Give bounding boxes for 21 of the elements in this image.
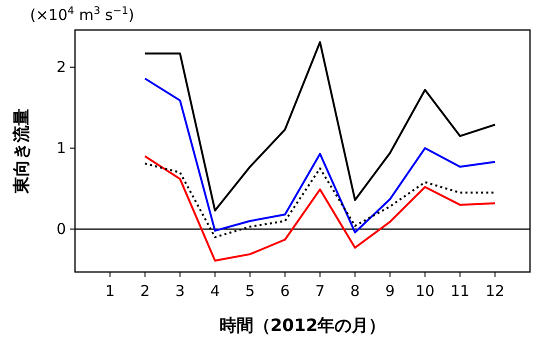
x-tick-label: 12: [485, 282, 505, 300]
x-tick-label: 7: [315, 282, 325, 300]
x-tick-label: 2: [140, 282, 150, 300]
x-tick-label: 10: [415, 282, 435, 300]
y-tick-label: 2: [56, 58, 66, 76]
y-tick-label: 0: [56, 220, 66, 238]
y-axis-title: 東向き流量: [12, 108, 32, 194]
line-series: [144, 41, 496, 212]
x-tick-label: 6: [280, 282, 290, 300]
x-tick-label: 5: [245, 282, 255, 300]
x-tick-label: 9: [385, 282, 395, 300]
x-tick-label: 1: [105, 282, 115, 300]
text: (×10$^{4}$ m$^{3}$ s$^{−1}$): [30, 5, 134, 24]
x-tick-label: 11: [450, 282, 470, 300]
x-tick-label: 4: [210, 282, 220, 300]
x-axis-title: 時間（2012年の月）: [219, 316, 386, 336]
x-tick-label: 8: [350, 282, 360, 300]
y-tick-label: 1: [56, 139, 66, 158]
line-series: [144, 155, 496, 262]
line-series: [144, 78, 496, 234]
x-tick-label: 3: [175, 282, 185, 300]
